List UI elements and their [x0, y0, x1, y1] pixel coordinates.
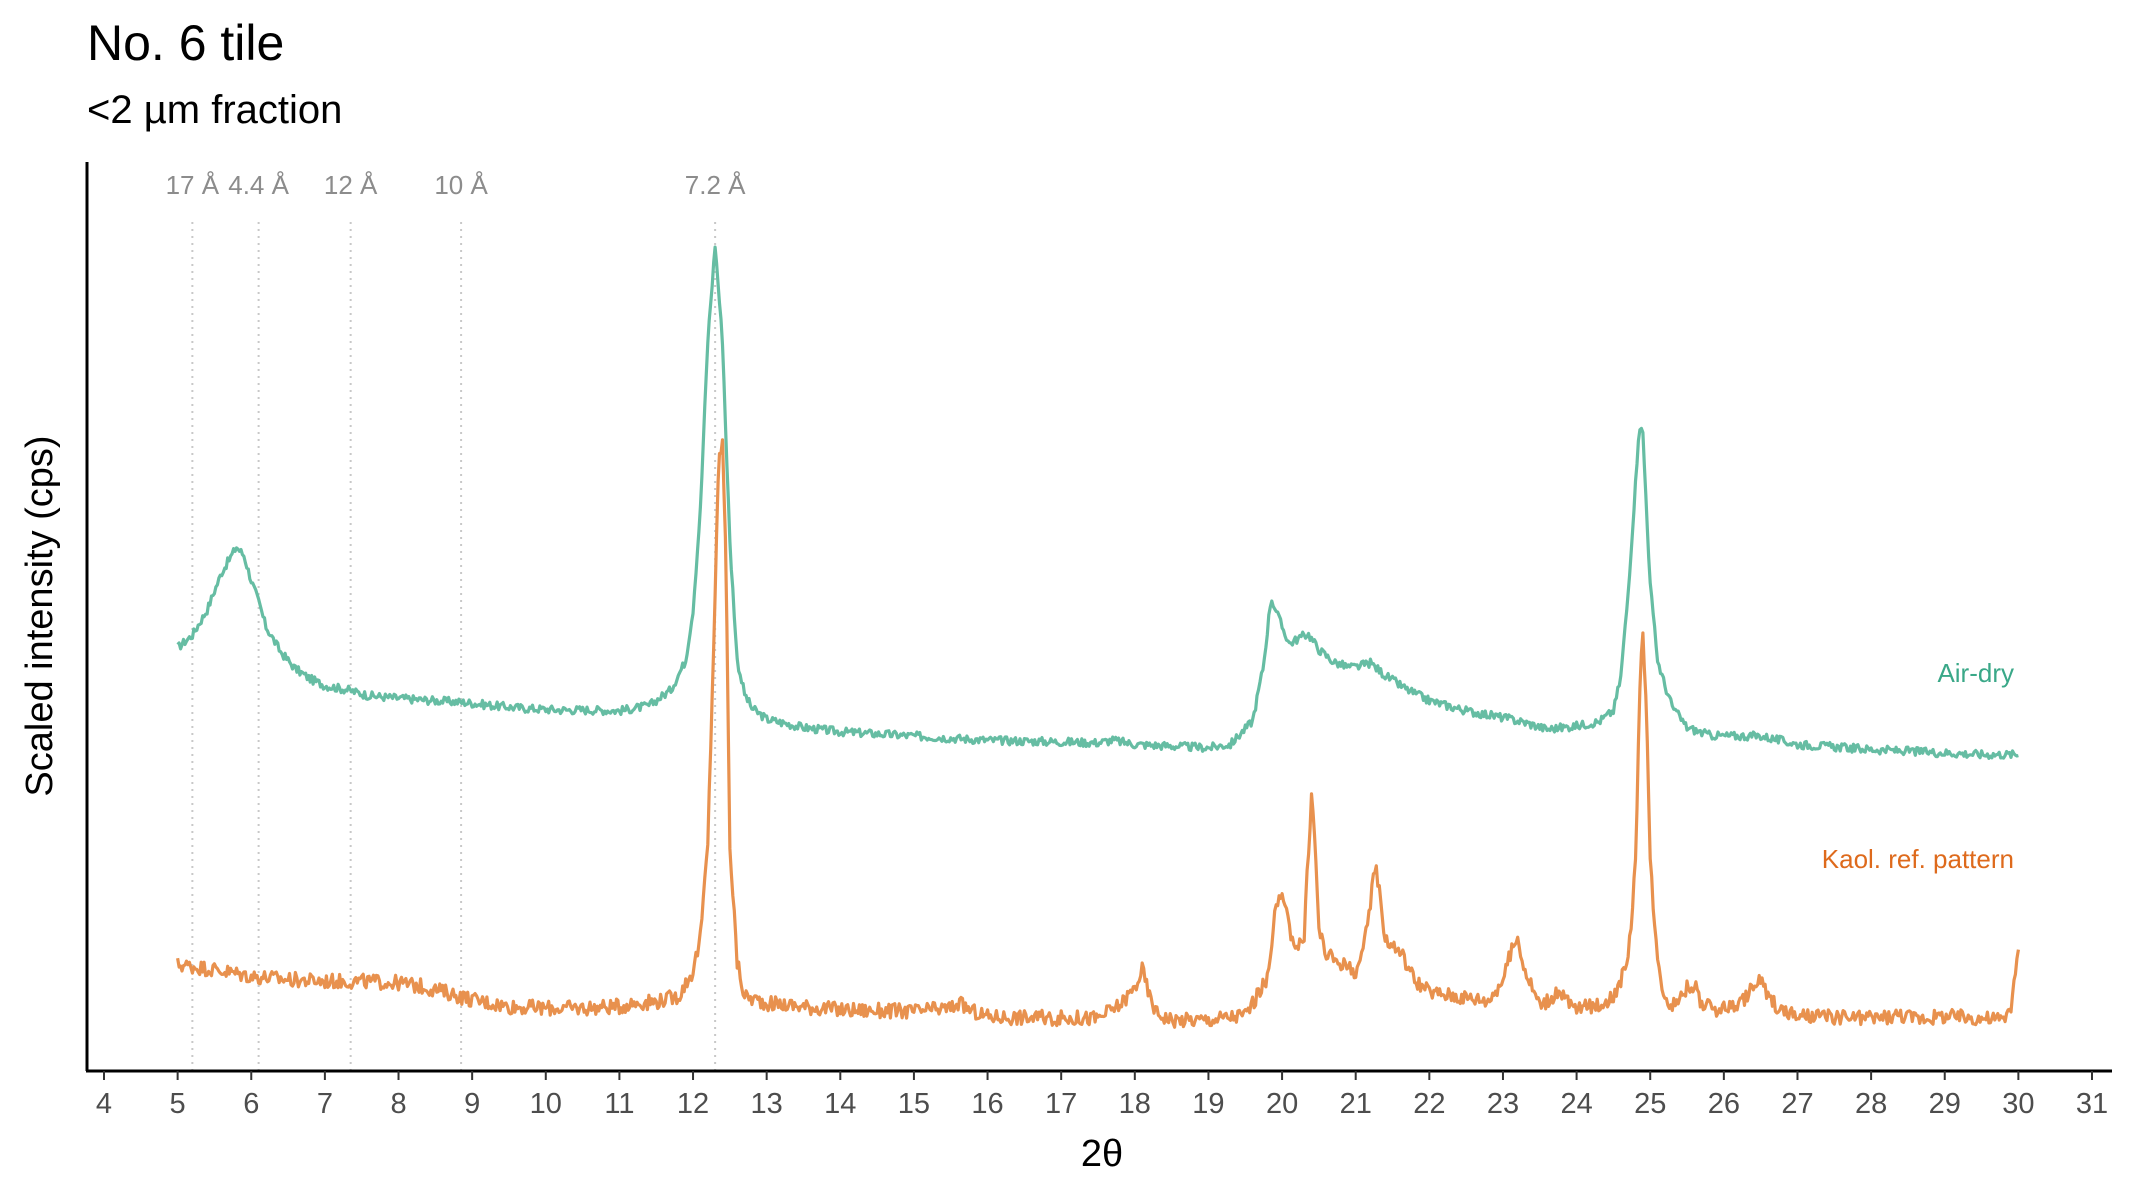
x-tick-label: 7: [317, 1088, 333, 1120]
x-tick-label: 31: [2076, 1088, 2108, 1120]
chart-title: No. 6 tile: [87, 15, 285, 71]
annotation-label: 7.2 Å: [685, 170, 746, 200]
x-tick-label: 28: [1855, 1088, 1887, 1120]
series-layer: Air-dry Kaol. ref. pattern: [176, 245, 2020, 1029]
x-tick-label: 25: [1634, 1088, 1666, 1120]
x-tick-label: 11: [604, 1088, 634, 1120]
x-tick-label: 10: [530, 1088, 562, 1120]
x-tick-label: 14: [824, 1088, 856, 1120]
x-tick-label: 26: [1708, 1088, 1740, 1120]
x-tick-label: 17: [1045, 1088, 1077, 1120]
x-tick-label: 27: [1781, 1088, 1813, 1120]
x-tick-label: 21: [1340, 1088, 1372, 1120]
chart-subtitle: <2 µm fraction: [87, 88, 343, 132]
x-tick-label: 16: [971, 1088, 1003, 1120]
x-tick-label: 24: [1560, 1088, 1592, 1120]
x-axis-title: 2θ: [1081, 1133, 1123, 1175]
x-tick-label: 12: [677, 1088, 709, 1120]
x-tick-label: 22: [1413, 1088, 1445, 1120]
x-tick-label: 5: [170, 1088, 186, 1120]
series-line-air-dry: [176, 245, 2019, 761]
x-tick-label: 9: [464, 1088, 480, 1120]
x-tick-label: 20: [1266, 1088, 1298, 1120]
x-tick-label: 19: [1192, 1088, 1224, 1120]
annotation-label: 4.4 Å: [228, 170, 289, 200]
x-tick-label: 18: [1119, 1088, 1151, 1120]
x-tick-label: 15: [898, 1088, 930, 1120]
x-tick-label: 30: [2002, 1088, 2034, 1120]
annotation-label: 10 Å: [434, 170, 488, 200]
y-axis-title: Scaled intensity (cps): [19, 435, 61, 796]
series-line-kaol-ref: [176, 438, 2020, 1029]
x-tick-label: 29: [1929, 1088, 1961, 1120]
annotation-layer: 17 Å 4.4 Å 12 Å 10 Å 7.2 Å: [166, 170, 746, 1071]
x-tick-label: 6: [243, 1088, 259, 1120]
x-tick-label: 13: [751, 1088, 783, 1120]
annotation-label: 17 Å: [166, 170, 220, 200]
x-tick-label: 4: [96, 1088, 112, 1120]
x-tick-label: 23: [1487, 1088, 1519, 1120]
series-label: Kaol. ref. pattern: [1822, 844, 2014, 874]
x-tick-layer: 4 5 6 7 8 9 10 11 12 13 14 15 16 17 18 19 20 21 22 23 24 25 26…: [96, 1071, 2108, 1120]
x-tick-label: 8: [390, 1088, 406, 1120]
series-label: Air-dry: [1937, 658, 2014, 688]
annotation-label: 12 Å: [324, 170, 378, 200]
